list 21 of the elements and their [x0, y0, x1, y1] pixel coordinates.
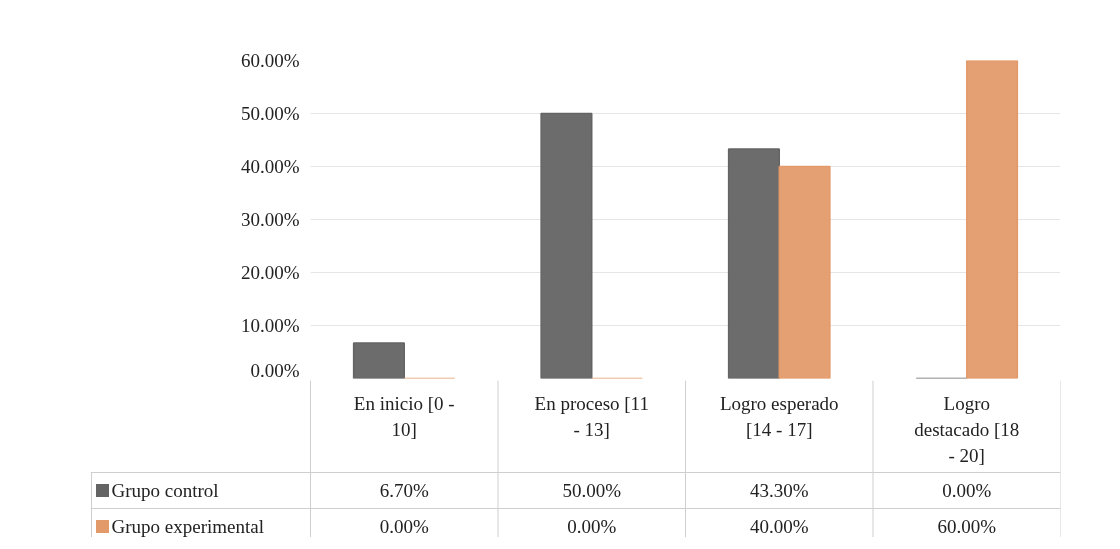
data-label: 0.00% [567, 516, 617, 537]
y-tick-label: 60.00% [240, 50, 300, 71]
x-tick-label: Logro esperado [14 - 17] [719, 392, 839, 440]
data-label: 60.00% [937, 516, 997, 537]
x-tick-label: En proceso [11 - 13] [534, 392, 649, 440]
y-tick-label: 10.00% [240, 315, 300, 336]
x-tick-label: Logro destacado [18 - 20] [914, 392, 1020, 466]
x-tick-label: En inicio [0 - 10] [353, 392, 455, 440]
data-label: 50.00% [562, 480, 622, 501]
y-tick-label: 40.00% [240, 156, 300, 177]
legend-label: Grupo experimental [111, 516, 264, 537]
y-tick-label: 50.00% [240, 103, 300, 124]
y-tick-label: 0.00% [250, 359, 300, 381]
data-label: 43.30% [749, 480, 809, 501]
legend-label: Grupo control [111, 480, 219, 501]
y-tick-label: 30.00% [240, 209, 300, 230]
data-label: 0.00% [942, 480, 992, 501]
data-label: 0.00% [379, 516, 429, 537]
y-tick-label: 20.00% [240, 262, 300, 283]
data-label: 40.00% [749, 516, 809, 537]
data-label: 6.70% [379, 480, 429, 501]
